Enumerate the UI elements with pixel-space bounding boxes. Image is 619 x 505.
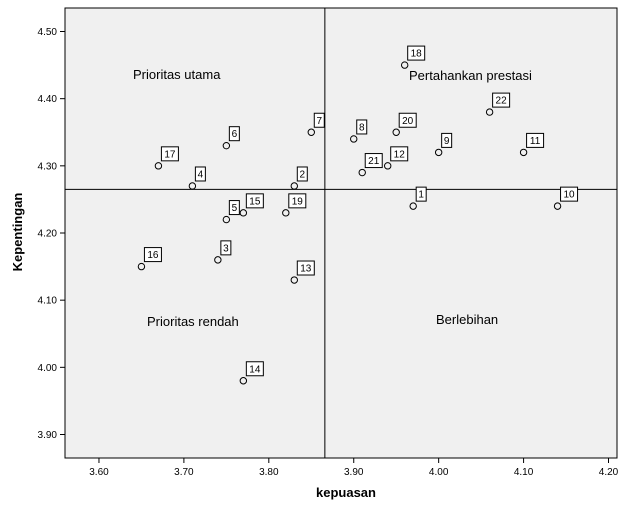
point-label-box [356,119,368,135]
data-point-2 [290,182,298,190]
data-point-20 [392,128,400,136]
data-point-16 [137,262,146,271]
point-label-box [228,200,240,216]
data-point-14 [239,377,248,385]
point-label-box [364,153,383,169]
point-label-box [245,193,264,209]
quadrant-label-top-right: Pertahankan prestasi [409,68,532,83]
point-label-box [296,166,308,182]
x-tick-label: 4.20 [599,467,619,478]
point-label: 3 [223,243,229,254]
x-axis-title: kepuasan [316,485,376,500]
quadrant-label-bottom-left: Prioritas rendah [147,314,239,329]
quadrant-label-top-left: Prioritas utama [133,67,221,82]
point-label: 19 [292,196,304,207]
point-label-box [390,146,409,162]
point-label: 15 [249,196,261,207]
point-label-box [441,132,453,148]
point-label-box [288,193,307,209]
point-label: 10 [563,190,575,201]
y-tick-label: 3.90 [38,430,58,441]
point-label-box [228,126,240,142]
point-label: 21 [368,156,380,167]
data-point-13 [290,276,298,284]
y-tick-label: 4.20 [38,229,58,240]
point-label-box [415,186,427,202]
data-point-15 [239,209,248,217]
data-point-1 [409,202,417,210]
point-label: 9 [444,136,450,147]
point-label-box [220,240,232,256]
data-point-11 [519,148,528,157]
data-point-3 [214,256,222,264]
point-label-box [407,45,426,61]
point-label: 2 [300,169,306,180]
data-point-4 [188,182,197,190]
point-label: 4 [198,169,204,180]
data-point-19 [282,209,290,217]
plot-area [64,7,618,459]
point-label-box [398,112,417,128]
point-label: 20 [402,116,414,127]
point-label: 8 [359,122,365,133]
point-label-box [143,247,162,263]
point-label: 6 [232,129,238,140]
x-tick-label: 3.70 [174,467,194,478]
x-tick-label: 3.90 [344,467,364,478]
data-point-17 [154,162,163,170]
point-label: 1 [418,190,424,201]
y-tick-label: 4.10 [38,296,58,307]
point-label: 5 [232,203,238,214]
point-label-box [194,166,206,182]
point-label-box [526,132,545,148]
point-label: 22 [496,96,508,107]
x-tick-label: 3.80 [259,467,279,478]
x-tick-label: 4.10 [514,467,534,478]
point-label: 11 [530,136,541,147]
data-point-12 [384,162,392,170]
point-label: 18 [411,49,423,60]
data-point-8 [350,135,358,143]
x-axis: 3.60 3.70 3.80 3.90 4.00 4.10 4.20 [89,458,619,478]
point-label: 7 [316,116,322,127]
x-tick-label: 3.60 [89,467,109,478]
y-axis-title: Kepentingan [10,193,25,272]
point-label-box [160,146,179,162]
quadrant-label-bottom-right: Berlebihan [436,312,498,327]
point-label: 17 [164,149,176,160]
x-tick-label: 4.00 [429,467,449,478]
y-tick-label: 4.50 [38,27,58,38]
point-label-box [296,260,315,276]
point-label: 13 [300,264,312,275]
data-point-7 [307,128,315,136]
point-label: 16 [147,250,159,261]
data-point-5 [222,215,231,224]
point-label-box [245,361,264,377]
data-point-22 [485,108,494,116]
data-point-6 [222,141,231,150]
point-label-box [313,112,325,128]
point-label: 14 [249,364,261,375]
y-axis: 3.90 4.00 4.10 4.20 4.30 4.40 4.50 [38,27,65,441]
y-tick-label: 4.00 [38,363,58,374]
point-label: 12 [394,149,406,160]
point-label-box [560,186,579,202]
data-point-21 [358,168,366,177]
y-tick-label: 4.30 [38,161,58,172]
data-point-9 [434,148,443,157]
y-tick-label: 4.40 [38,94,58,105]
data-point-18 [400,61,409,69]
point-label-box [492,92,511,108]
data-point-10 [553,202,562,210]
